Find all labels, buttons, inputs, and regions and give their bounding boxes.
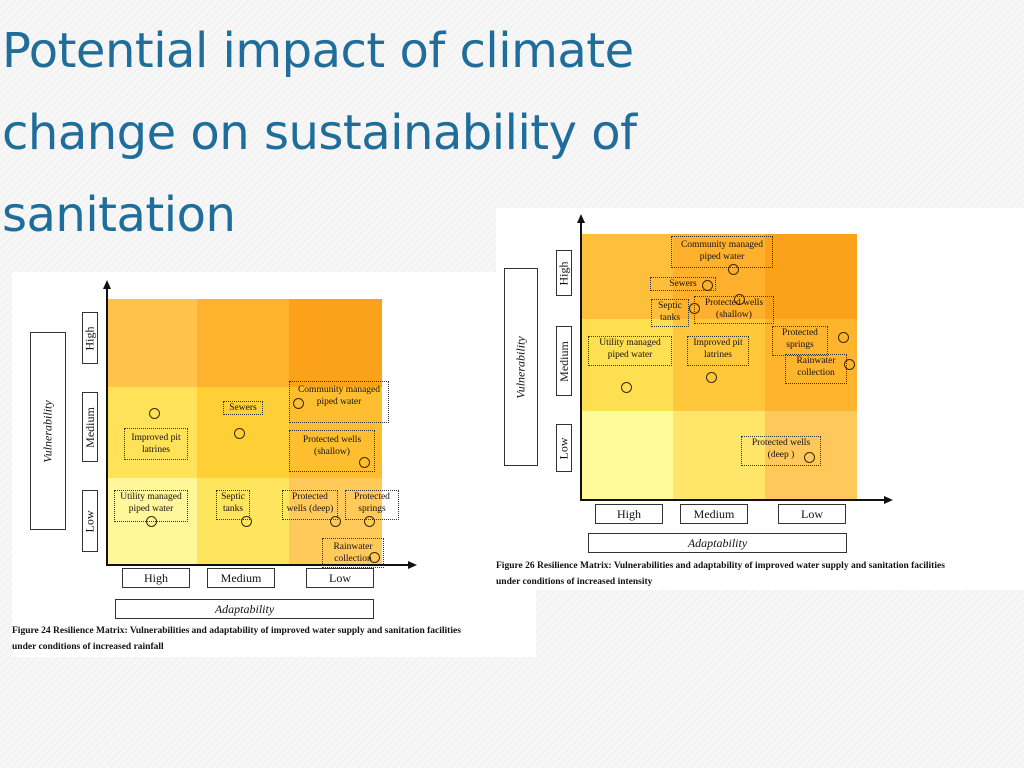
position-marker (330, 516, 341, 527)
item-rainwater-collection: Rainwater collection (322, 538, 384, 568)
vertical-axis-arrow (103, 280, 111, 289)
position-marker (369, 552, 380, 563)
item-utility-managed: Utility managed piped water (588, 336, 672, 366)
resilience-matrix-intensity: Vulnerability High Medium Low High Mediu… (496, 208, 1024, 590)
adaptability-level-medium: Medium (680, 504, 748, 524)
vulnerability-axis-title: Vulnerability (504, 268, 538, 466)
position-marker (702, 280, 713, 291)
adaptability-level-high: High (595, 504, 663, 524)
item-rainwater-collection: Rainwater collection (785, 354, 847, 384)
adaptability-axis-title: Adaptability (588, 533, 847, 553)
matrix-cell (197, 299, 289, 387)
position-marker (838, 332, 849, 343)
item-community-managed: Community managed piped water (671, 236, 773, 268)
vulnerability-level-high: High (82, 312, 98, 364)
adaptability-level-high: High (122, 568, 190, 588)
item-protected-wells-shallow: Protected wells (shallow) (289, 430, 375, 472)
item-sewers: Sewers (650, 277, 716, 291)
caption-line-2: under conditions of increased rainfall (12, 642, 164, 652)
vulnerability-level-medium: Medium (82, 392, 98, 462)
position-marker (621, 382, 632, 393)
item-protected-wells-deep: Protected wells (deep) (282, 490, 338, 520)
caption-line-2: under conditions of increased intensity (496, 577, 653, 587)
matrix-cell (107, 387, 197, 478)
vertical-axis (106, 286, 108, 566)
vulnerability-level-medium: Medium (556, 326, 572, 396)
item-protected-wells-deep: Protected wells (deep ) (741, 436, 821, 466)
position-marker (804, 452, 815, 463)
position-marker (241, 516, 252, 527)
adaptability-axis-title: Adaptability (115, 599, 374, 619)
matrix-cell (581, 411, 673, 500)
item-protected-springs: Protected springs (345, 490, 399, 520)
item-septic-tanks: Septic tanks (216, 490, 250, 520)
matrix-cell (673, 411, 765, 500)
item-septic-tanks: Septic tanks (651, 299, 689, 327)
position-marker (359, 457, 370, 468)
vulnerability-level-low: Low (556, 424, 572, 472)
vertical-axis-arrow (577, 214, 585, 223)
horizontal-axis-arrow (884, 496, 893, 504)
item-protected-springs: Protected springs (772, 326, 828, 356)
adaptability-level-low: Low (306, 568, 374, 588)
figure-caption: Figure 24 Resilience Matrix: Vulnerabili… (12, 623, 536, 655)
position-marker (149, 408, 160, 419)
position-marker (146, 516, 157, 527)
position-marker (293, 398, 304, 409)
figure-caption: Figure 26 Resilience Matrix: Vulnerabili… (496, 558, 1024, 590)
position-marker (689, 303, 700, 314)
position-marker (844, 359, 855, 370)
resilience-matrix-rainfall: Vulnerability High Medium Low High Mediu… (12, 272, 536, 657)
vulnerability-level-low: Low (82, 490, 98, 552)
horizontal-axis (106, 564, 408, 566)
position-marker (728, 264, 739, 275)
item-improved-pit-latrines: Improved pit latrines (687, 336, 749, 366)
horizontal-axis (580, 499, 884, 501)
matrix-cell (765, 234, 857, 319)
position-marker (234, 428, 245, 439)
item-improved-pit-latrines: Improved pit latrines (124, 428, 188, 460)
horizontal-axis-arrow (408, 561, 417, 569)
position-marker (734, 294, 745, 305)
vertical-axis (580, 220, 582, 501)
vulnerability-level-high: High (556, 250, 572, 296)
matrix-cell (581, 234, 673, 319)
vulnerability-axis-title: Vulnerability (30, 332, 66, 530)
adaptability-level-medium: Medium (207, 568, 275, 588)
caption-line-1: Figure 26 Resilience Matrix: Vulnerabili… (496, 561, 945, 571)
item-sewers: Sewers (223, 401, 263, 415)
position-marker (706, 372, 717, 383)
caption-line-1: Figure 24 Resilience Matrix: Vulnerabili… (12, 626, 461, 636)
matrix-cell (289, 299, 382, 387)
slide-title: Potential impact of climate change on su… (2, 23, 637, 243)
position-marker (364, 516, 375, 527)
matrix-cell (107, 299, 197, 387)
item-community-managed: Community managed piped water (289, 381, 389, 423)
adaptability-level-low: Low (778, 504, 846, 524)
